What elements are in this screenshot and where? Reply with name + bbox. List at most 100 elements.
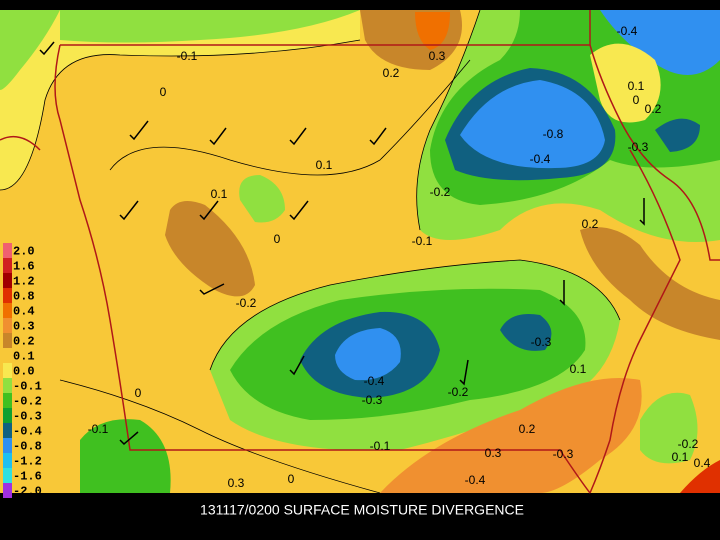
wind-barb: [369, 127, 387, 146]
legend-swatch: [3, 378, 12, 393]
legend-label: 0.2: [13, 335, 35, 349]
wind-barb: [199, 200, 219, 221]
contour-label: -0.3: [628, 140, 649, 154]
field-region: [655, 118, 700, 152]
legend-label: 1.6: [13, 260, 35, 274]
legend-label: -0.8: [13, 440, 42, 454]
legend-label: -1.6: [13, 470, 42, 484]
contour-label: -0.4: [364, 374, 385, 388]
legend: 2.01.61.20.80.40.30.20.10.0-0.1-0.2-0.3-…: [3, 243, 42, 499]
contour-label: -0.4: [530, 152, 551, 166]
field-region: [680, 460, 720, 493]
legend-label: -0.4: [13, 425, 42, 439]
wind-barb: [119, 200, 139, 221]
legend-swatch: [3, 408, 12, 423]
legend-swatch: [3, 468, 12, 483]
field-region: [239, 175, 285, 223]
contour-line: [109, 59, 471, 176]
field-region: [60, 10, 360, 43]
legend-swatch: [3, 273, 12, 288]
contour-label: -0.2: [430, 185, 451, 199]
contour-label: 0.2: [582, 217, 599, 231]
contour-line: [59, 379, 381, 494]
legend-label: -1.2: [13, 455, 42, 469]
legend-swatch: [3, 243, 12, 258]
field-region: [460, 80, 605, 169]
legend-swatch: [3, 483, 12, 498]
contour-label: -0.2: [678, 437, 699, 451]
wind-barbs: [39, 41, 645, 446]
contour-label: -0.3: [531, 335, 552, 349]
legend-label: 0.4: [13, 305, 35, 319]
contour-label: 0: [135, 386, 142, 400]
contour-label: 0.1: [211, 187, 228, 201]
wind-barb: [459, 359, 469, 386]
border: [54, 44, 591, 494]
contour-label: 0.2: [383, 66, 400, 80]
contour-label: -0.1: [412, 234, 433, 248]
wind-barb: [289, 127, 307, 146]
border: [589, 44, 720, 261]
wind-barb: [639, 198, 645, 226]
field-region: [415, 12, 450, 50]
contour-label: 0.1: [672, 450, 689, 464]
contour-line: [209, 259, 621, 371]
field-region: [0, 10, 360, 190]
legend-label: 1.2: [13, 275, 35, 289]
border: [589, 149, 681, 494]
contour-label: 0.3: [429, 49, 446, 63]
legend-label: -0.3: [13, 410, 42, 424]
legend-label: -2.0: [13, 485, 42, 499]
legend-label: 2.0: [13, 245, 35, 259]
contour-line: [0, 39, 361, 191]
legend-swatch: [3, 258, 12, 273]
wind-barb: [199, 283, 225, 295]
contour-label: -0.2: [236, 296, 257, 310]
contour-label: -0.3: [553, 447, 574, 461]
legend-swatch: [3, 288, 12, 303]
contour-label: -0.1: [177, 49, 198, 63]
contour-label: 0.1: [316, 158, 333, 172]
contour-label: -0.4: [617, 24, 638, 38]
contour-label: -0.2: [448, 385, 469, 399]
contour-label: 0.2: [645, 102, 662, 116]
state-borders: [0, 10, 720, 494]
wind-barb: [39, 41, 55, 56]
field: [0, 10, 720, 493]
contour-label: 0: [160, 85, 167, 99]
legend-label: 0.8: [13, 290, 35, 304]
field-region: [600, 10, 720, 75]
contour-label: 0.1: [570, 362, 587, 376]
map-title: 131117/0200 SURFACE MOISTURE DIVERGENCE: [200, 502, 524, 518]
legend-label: 0.0: [13, 365, 35, 379]
legend-label: -0.1: [13, 380, 42, 394]
contour-label: 0.1: [628, 79, 645, 93]
field-region: [80, 419, 171, 493]
contour-label: 0: [288, 472, 295, 486]
wind-barb: [209, 127, 227, 146]
legend-swatch: [3, 318, 12, 333]
contour-label: -0.8: [543, 127, 564, 141]
contour-label: 0: [633, 93, 640, 107]
border: [0, 135, 41, 151]
contour-label: 0.2: [519, 422, 536, 436]
field-region: [165, 201, 255, 297]
field-region: [380, 378, 642, 493]
legend-swatch: [3, 303, 12, 318]
contour-label: -0.1: [370, 439, 391, 453]
contour-label: -0.4: [465, 473, 486, 487]
wind-barb: [559, 280, 565, 306]
legend-label: 0.3: [13, 320, 35, 334]
contour-label: -0.3: [362, 393, 383, 407]
contour-label: 0.3: [485, 446, 502, 460]
wind-barb: [119, 431, 139, 446]
wind-barb: [129, 120, 149, 141]
legend-swatch: [3, 333, 12, 348]
legend-label: 0.1: [13, 350, 35, 364]
field-region: [580, 227, 720, 340]
field-region: [0, 10, 60, 90]
legend-swatch: [3, 438, 12, 453]
legend-label: -0.2: [13, 395, 42, 409]
field-region: [335, 328, 401, 381]
